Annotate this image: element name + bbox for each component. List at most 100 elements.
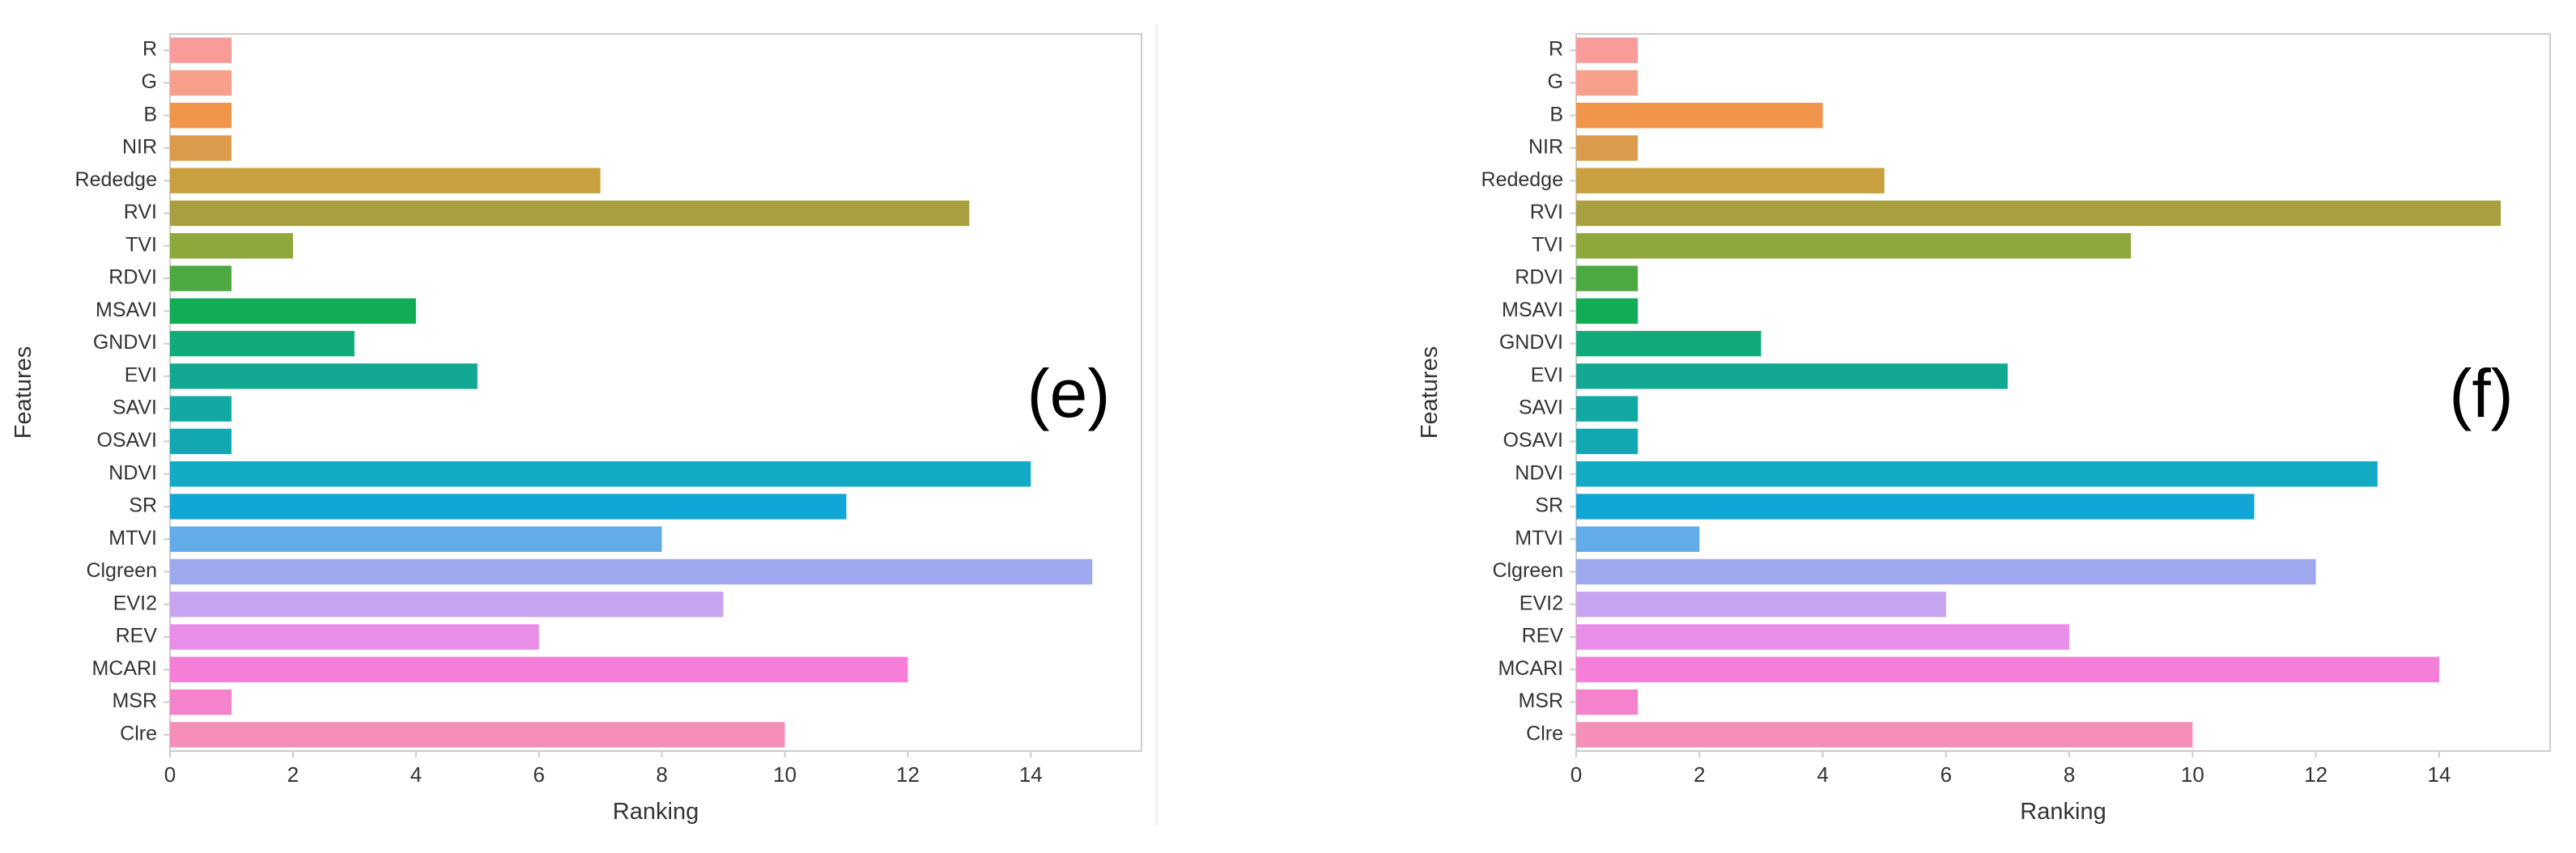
x-tick-label: 0 xyxy=(164,762,176,787)
x-tick-label: 10 xyxy=(2181,762,2204,787)
x-tick-label: 4 xyxy=(410,762,422,787)
plot-frame xyxy=(1575,33,2551,752)
bar-osavi xyxy=(1576,428,1639,455)
bar-clgreen xyxy=(170,558,1093,585)
y-tick-label: REV xyxy=(116,625,158,647)
bar-osavi xyxy=(170,428,232,455)
y-axis-label: Features xyxy=(1417,346,1443,439)
bar-rev xyxy=(170,624,539,650)
y-tick-label: RDVI xyxy=(108,266,157,289)
y-tick-label: GNDVI xyxy=(93,331,157,354)
bar-rededge xyxy=(170,168,601,193)
bar-msavi xyxy=(1576,298,1639,325)
bar-rvi xyxy=(1576,200,2502,227)
y-tick-label: NDVI xyxy=(108,461,157,484)
y-tick-label: RDVI xyxy=(1515,266,1563,289)
x-tick-label: 4 xyxy=(1817,762,1828,787)
panel-separator xyxy=(1156,24,1158,825)
y-tick-label: OSAVI xyxy=(96,429,157,452)
chart-panel-1: RGB NIR Rededge RVI TVI RDVI MSAVI GNDVI EVI SAVI… xyxy=(1417,33,2551,825)
bar-nir xyxy=(1576,135,1639,161)
bar-rededge xyxy=(1576,168,1885,193)
bar-clre xyxy=(170,722,785,748)
x-tick-label: 12 xyxy=(2304,762,2327,787)
bar-msr xyxy=(1576,689,1639,715)
y-axis-label: Features xyxy=(11,346,36,439)
bar-evi xyxy=(1576,363,2008,389)
y-tick-label: GNDVI xyxy=(1499,331,1563,354)
bar-g xyxy=(1576,70,1639,96)
y-tick-label: OSAVI xyxy=(1503,429,1563,452)
x-tick-label: 0 xyxy=(1571,762,1582,787)
bar-clgreen xyxy=(1576,558,2316,585)
x-tick-label: 8 xyxy=(2064,762,2075,787)
bar-tvi xyxy=(1576,233,2132,259)
y-tick-label: MSR xyxy=(112,690,157,712)
bar-mcari xyxy=(1576,656,2439,683)
y-tick-label: MSAVI xyxy=(96,299,157,321)
bar-evi2 xyxy=(1576,592,1946,617)
y-tick-label: TVI xyxy=(1532,233,1563,256)
y-tick-label: NIR xyxy=(122,136,157,159)
x-axis-label: Ranking xyxy=(613,799,699,825)
bar-r xyxy=(1576,37,1639,63)
bar-rvi xyxy=(170,200,970,227)
bar-mtvi xyxy=(1576,526,1700,552)
panel-label: (f) xyxy=(2449,355,2513,431)
bar-rev xyxy=(1576,624,2070,650)
y-tick-label: SR xyxy=(1535,494,1563,517)
bar-r xyxy=(170,37,232,63)
plot-frame xyxy=(169,33,1142,752)
bar-evi2 xyxy=(170,592,724,617)
y-tick-label: MSAVI xyxy=(1502,299,1563,321)
y-tick-label: Rededge xyxy=(1481,168,1563,191)
y-tick-label: MTVI xyxy=(1515,527,1563,550)
y-tick-label: REV xyxy=(1522,625,1564,647)
y-tick-label: MCARI xyxy=(91,657,157,680)
y-tick-label: RVI xyxy=(124,201,157,223)
x-tick-label: 14 xyxy=(2427,762,2451,787)
y-tick-label: NIR xyxy=(1528,136,1563,159)
y-tick-label: MSR xyxy=(1518,690,1563,712)
chart-panel-0: RGB NIR Rededge RVI TVI RDVI MSAVI GNDVI EVI SAVI… xyxy=(11,33,1142,825)
y-tick-label: G xyxy=(1548,70,1563,93)
y-tick-label: NDVI xyxy=(1515,461,1563,484)
y-tick-label: EVI xyxy=(1531,363,1563,386)
bar-ndvi xyxy=(1576,460,2378,487)
bar-ndvi xyxy=(170,460,1031,487)
x-tick-label: 2 xyxy=(1694,762,1705,787)
y-tick-label: R xyxy=(142,38,157,61)
y-tick-label: SAVI xyxy=(1519,397,1563,419)
bar-rdvi xyxy=(170,265,232,291)
y-tick-label: MCARI xyxy=(1498,657,1563,680)
bar-rdvi xyxy=(1576,265,1639,291)
y-tick-label: RVI xyxy=(1530,201,1563,223)
x-tick-label: 6 xyxy=(1941,762,1952,787)
bar-mcari xyxy=(170,656,908,683)
bar-evi xyxy=(170,363,478,389)
y-tick-label: EVI xyxy=(125,363,157,386)
y-tick-label: Clgreen xyxy=(86,559,157,582)
y-tick-label: Clre xyxy=(1526,722,1563,745)
bar-clre xyxy=(1576,722,2193,748)
bar-msr xyxy=(170,689,232,715)
bar-savi xyxy=(1576,396,1639,422)
y-tick-label: R xyxy=(1549,38,1563,61)
x-tick-label: 14 xyxy=(1019,762,1043,787)
y-tick-label: Clgreen xyxy=(1492,559,1563,582)
x-axis-label: Ranking xyxy=(2020,799,2106,825)
y-tick-label: TVI xyxy=(125,233,157,256)
y-tick-label: G xyxy=(142,70,157,93)
bar-sr xyxy=(1576,494,2255,520)
bar-gndvi xyxy=(170,330,355,357)
x-tick-label: 6 xyxy=(533,762,544,787)
y-tick-label: Rededge xyxy=(75,168,157,191)
y-tick-label: B xyxy=(1549,103,1563,125)
y-tick-label: MTVI xyxy=(108,527,157,550)
x-tick-label: 8 xyxy=(656,762,667,787)
y-tick-label: EVI2 xyxy=(113,592,157,614)
bar-b xyxy=(170,102,232,129)
y-tick-label: SR xyxy=(129,494,157,517)
